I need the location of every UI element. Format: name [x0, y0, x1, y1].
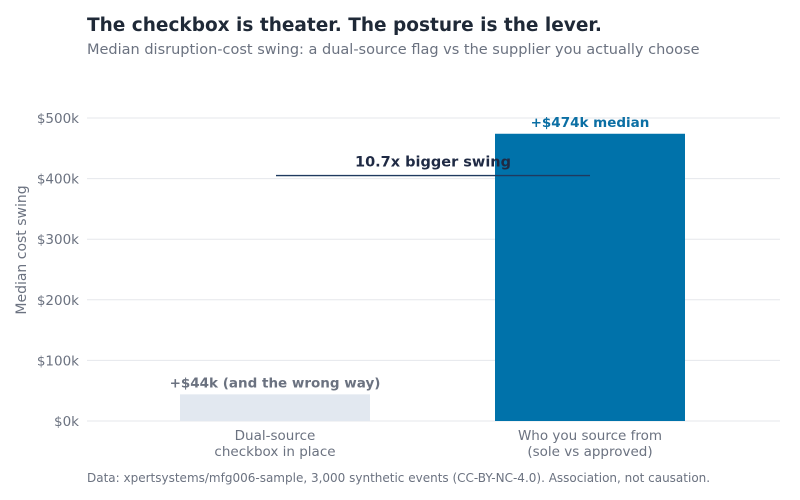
chart-title: The checkbox is theater. The posture is …	[87, 15, 602, 36]
data-source-note: Data: xpertsystems/mfg006-sample, 3,000 …	[87, 471, 711, 485]
y-tick-label: $100k	[37, 353, 79, 369]
category-label: Who you source from	[518, 428, 662, 444]
y-tick-label: $400k	[37, 172, 79, 188]
y-axis-title: Median cost swing	[14, 185, 30, 314]
category-label: checkbox in place	[214, 444, 335, 460]
data-label: +$44k (and the wrong way)	[170, 375, 381, 391]
data-label: +$474k median	[531, 115, 650, 131]
annotation: 10.7x bigger swing	[276, 155, 590, 177]
bar	[180, 394, 370, 421]
y-tick-labels: $0k $100k $200k $300k $400k $500k	[37, 111, 79, 430]
bars	[180, 133, 685, 422]
chart-subtitle: Median disruption-cost swing: a dual-sou…	[87, 42, 700, 58]
data-labels: +$44k (and the wrong way) +$474k median	[170, 115, 650, 392]
y-tick-label: $200k	[37, 293, 79, 309]
annotation-label: 10.7x bigger swing	[355, 155, 511, 171]
category-label: Dual-source	[235, 428, 316, 444]
y-tick-label: $300k	[37, 232, 79, 248]
y-tick-label: $500k	[37, 111, 79, 127]
bar	[495, 133, 685, 422]
category-label: (sole vs approved)	[527, 444, 652, 460]
y-tick-label: $0k	[54, 414, 79, 430]
